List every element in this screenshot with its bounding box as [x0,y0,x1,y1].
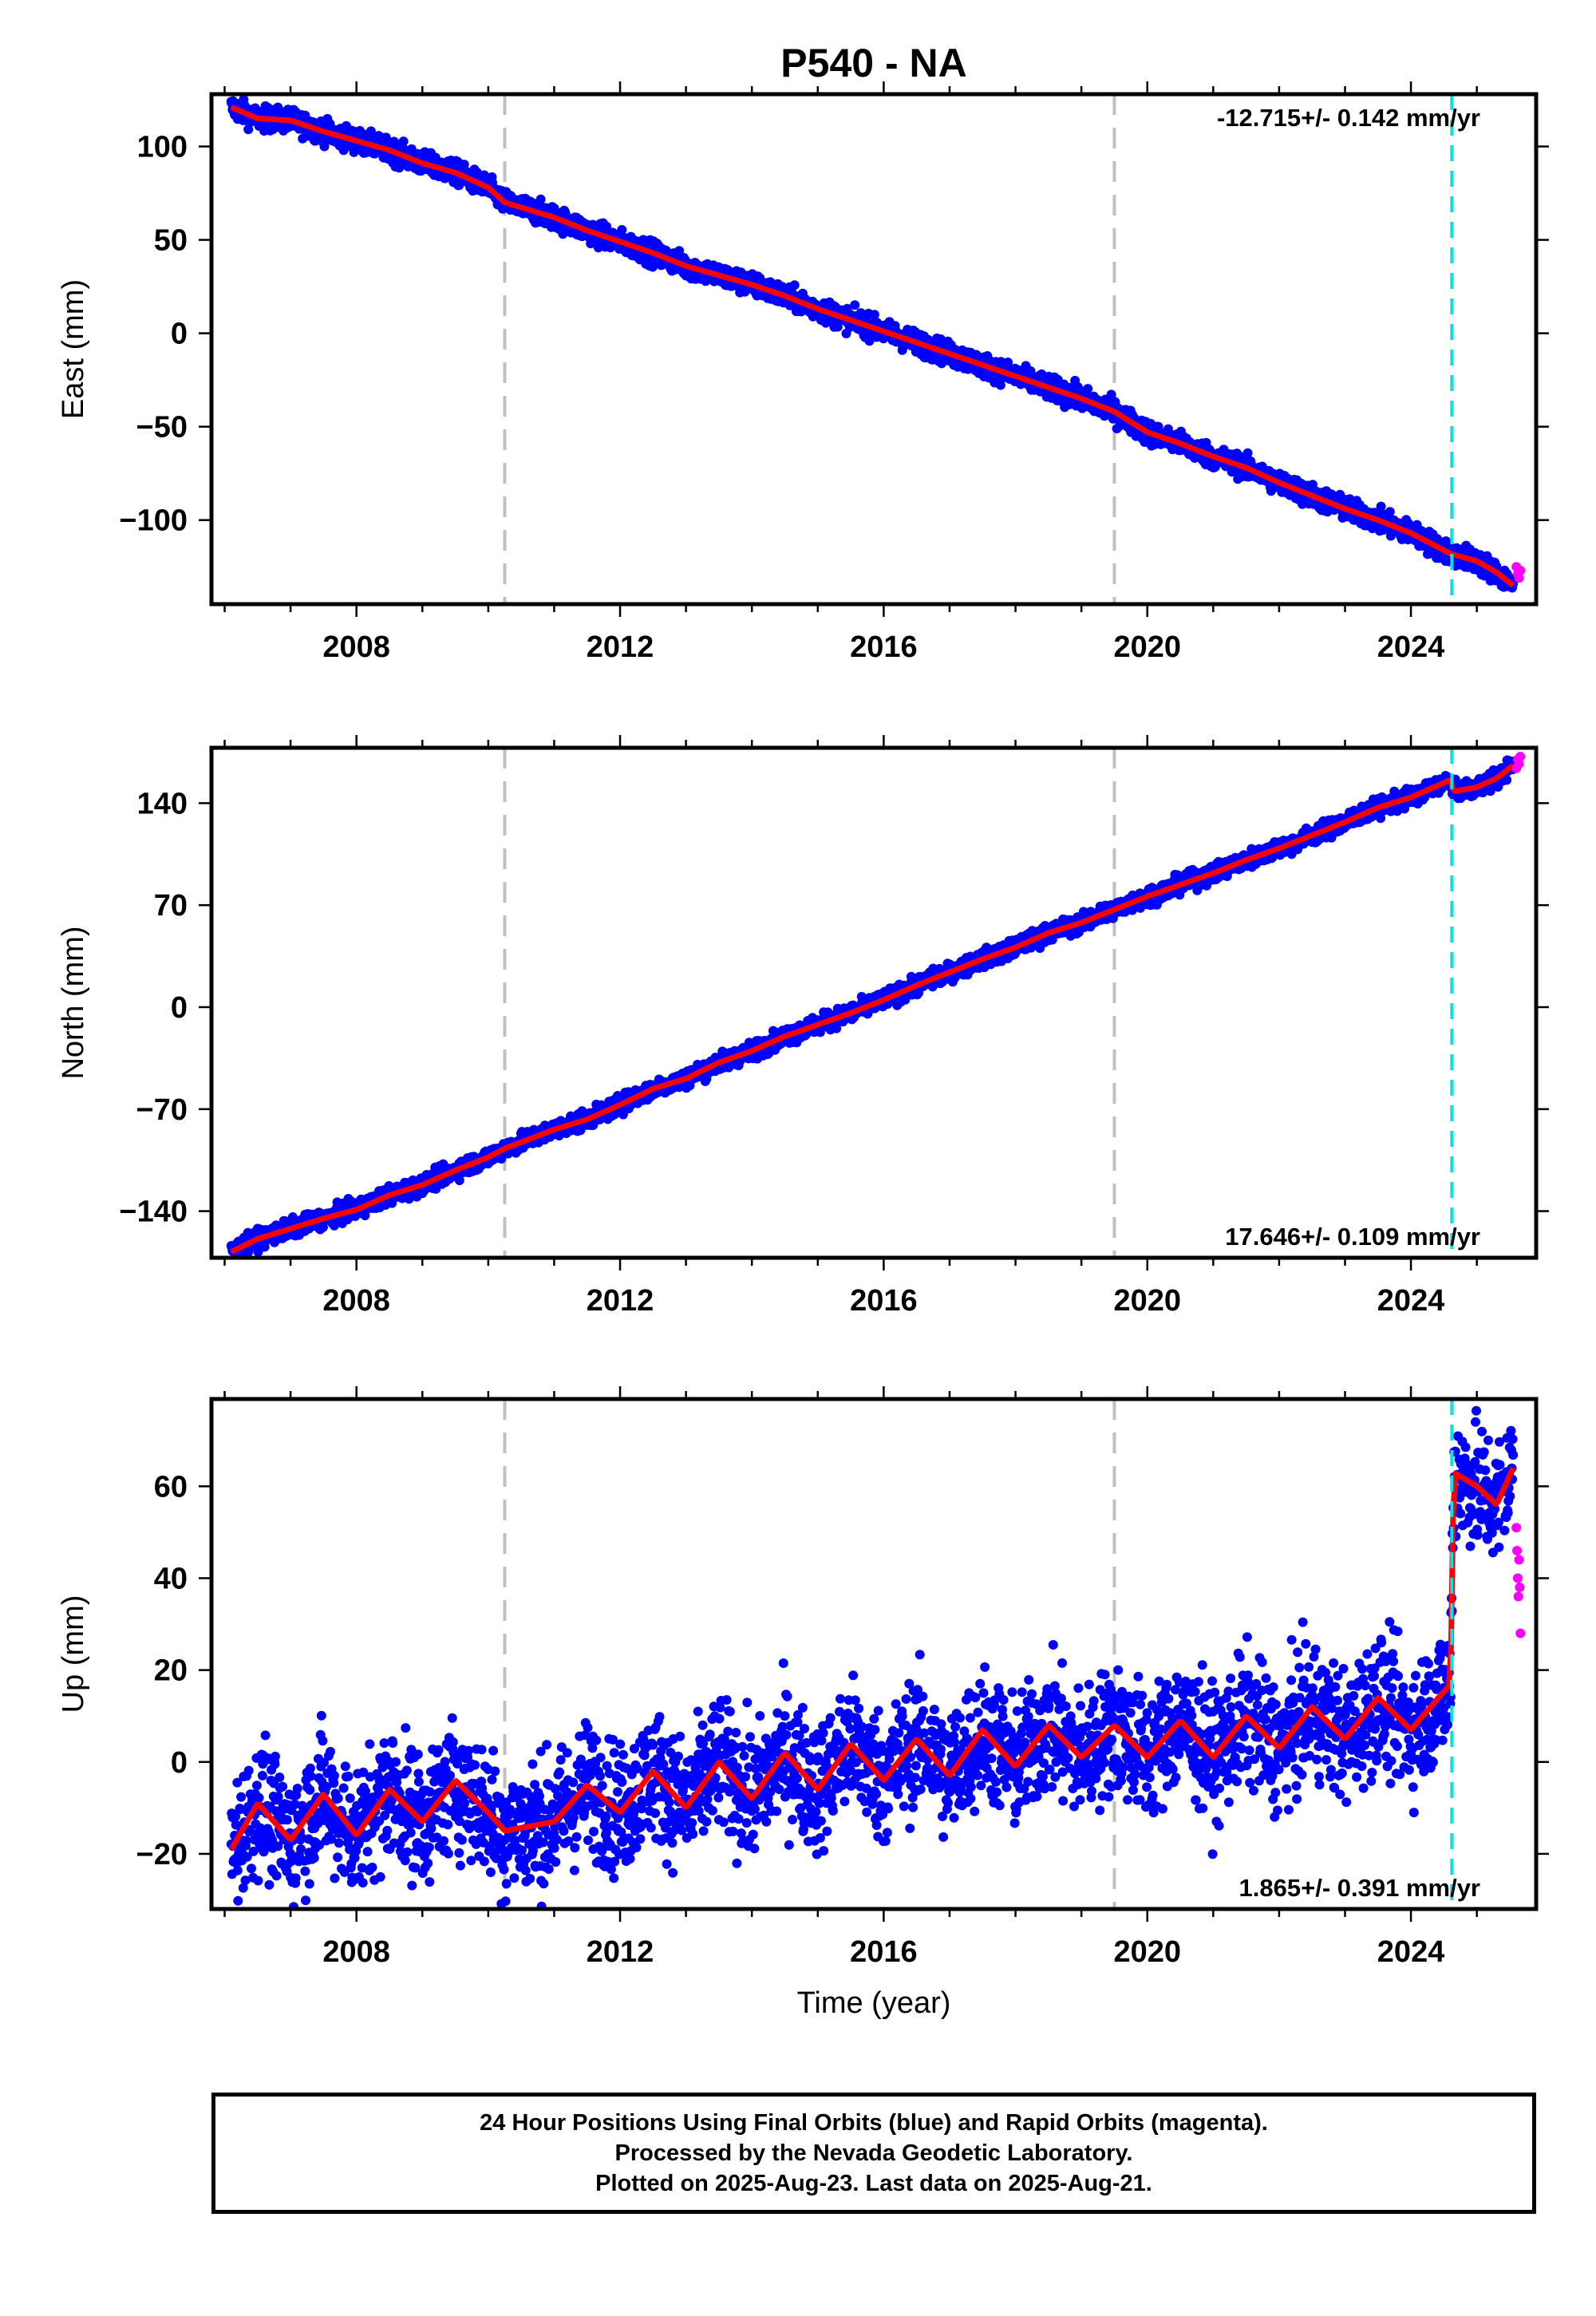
y-tick-label: 100 [137,131,188,164]
plot-contents [226,94,1526,604]
final-orbit-point [674,246,685,256]
final-orbit-point [329,1220,339,1231]
final-orbit-point [850,300,860,310]
final-orbit-point [535,194,546,204]
rapid-orbit-point [1515,565,1526,575]
y-tick-label: −50 [136,411,188,445]
x-tick-label: 2012 [587,630,654,664]
y-axis: 100 50 0 −50 −100 [119,131,1549,538]
final-orbit-point [398,136,409,147]
rapid-orbit-points [1511,562,1526,583]
y-tick-label: 0 [171,318,188,351]
final-orbit-point [789,280,800,290]
x-axis: 2008 2012 2016 2020 2024 [223,81,1478,664]
y-tick-label: 50 [154,224,188,258]
rapid-orbit-point [1514,573,1524,583]
x-tick-label: 2016 [850,630,918,664]
final-orbit-point [549,204,559,214]
final-orbit-point [832,322,843,332]
plot-contents [226,748,1526,1258]
model-fit-line [230,105,1515,588]
rate-label: -12.715+/- 0.142 mm/yr [1217,104,1480,132]
final-orbit-point [1242,448,1253,458]
final-orbit-point [1083,384,1093,394]
final-orbit-point [389,136,399,147]
final-orbit-point [617,225,627,235]
final-orbit-point [869,310,879,320]
final-orbit-point [1385,507,1395,517]
panel-east: 2008 2012 2016 2020 2024 100 50 0 −50 −100 East (m… [57,81,1549,664]
final-orbit-point [243,124,254,135]
y-tick-label: −100 [119,504,188,538]
chart-title: P540 - NA [780,41,966,85]
x-tick-label: 2020 [1113,630,1181,664]
final-orbit-point [1376,501,1386,512]
final-orbit-point [454,1176,464,1185]
final-orbit-point [1003,358,1013,367]
final-orbit-point [995,380,1005,390]
plot-frame [209,92,1539,607]
y-axis-label: East (mm) [57,279,90,419]
panels: 2008 2012 2016 2020 2024 100 50 0 −50 −100 East (m… [57,81,1549,1969]
x-tick-label: 2008 [322,630,390,664]
final-orbit-point [365,126,376,136]
x-tick-label: 2024 [1377,630,1445,664]
